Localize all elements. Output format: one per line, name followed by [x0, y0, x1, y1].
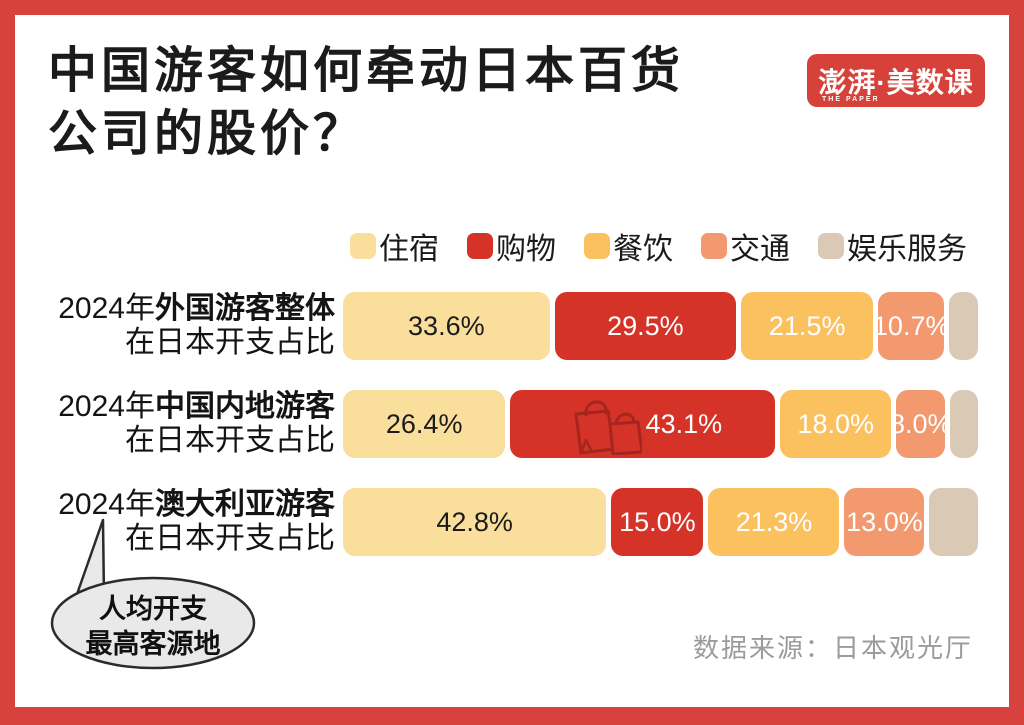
stacked-bar-australia: 42.8% 15.0% 21.3% 13.0% — [343, 488, 978, 556]
row-label-group: 外国游客整体 — [155, 292, 335, 325]
row-label-australia: 2024年澳大利亚游客 在日本开支占比 — [40, 488, 335, 556]
legend-item-shopping: 购物 — [467, 224, 556, 268]
row-label-year: 2024年 — [58, 488, 155, 521]
logo-text: 澎湃·美数课 — [818, 66, 974, 98]
legend-item-transport: 交通 — [701, 224, 790, 268]
bar-segment-dining: 18.0% — [780, 390, 892, 458]
row-label-year: 2024年 — [58, 390, 155, 423]
bar-segment-shopping: 29.5% — [554, 292, 737, 360]
bar-segment-accommodation: 26.4% — [343, 390, 506, 458]
row-china-mainland: 2024年中国内地游客 在日本开支占比 26.4% 43.1% 18.0% — [40, 390, 978, 458]
segment-value: 21.3% — [735, 506, 813, 537]
segment-value: 26.4% — [385, 408, 463, 439]
callout-text-line2: 最高客源地 — [86, 628, 221, 659]
bar-segment-transport: 8.0% — [890, 390, 952, 458]
legend-label-transport: 交通 — [730, 233, 790, 266]
bar-segment-transport: 10.7% — [873, 292, 949, 360]
page-title-line2: 公司的股价？ — [48, 107, 367, 161]
legend-label-dining: 餐饮 — [613, 233, 673, 266]
legend-swatch-shopping-icon — [467, 233, 493, 259]
row-australia: 2024年澳大利亚游客 在日本开支占比 42.8% 15.0% 21.3% 13… — [40, 488, 978, 556]
bar-segment-dining: 21.3% — [708, 488, 840, 556]
bar-segment-accommodation: 42.8% — [343, 488, 607, 556]
bar-segment-transport: 13.0% — [844, 488, 925, 556]
legend-swatch-transport-icon — [701, 233, 727, 259]
row-foreign-overall: 2024年外国游客整体 在日本开支占比 33.6% 29.5% 21.5% 10… — [40, 292, 978, 360]
bar-segment-entertainment — [950, 390, 978, 458]
bar-segment-shopping: 15.0% — [611, 488, 704, 556]
stacked-bar-foreign-overall: 33.6% 29.5% 21.5% 10.7% — [343, 292, 978, 360]
segment-value: 18.0% — [797, 408, 875, 439]
chart-legend: 住宿 购物 餐饮 交通 娱乐服务 — [350, 224, 967, 268]
segment-value: 13.0% — [846, 506, 923, 537]
legend-item-accommodation: 住宿 — [350, 224, 439, 268]
stacked-bar-china-mainland: 26.4% 43.1% 18.0% 8.0% — [343, 390, 978, 458]
segment-value: 43.1% — [645, 408, 723, 439]
callout-ellipse — [50, 576, 256, 670]
row-label-sub: 在日本开支占比 — [125, 424, 335, 457]
segment-value: 21.5% — [768, 310, 846, 341]
bar-segment-accommodation: 33.6% — [343, 292, 550, 360]
segment-value: 33.6% — [408, 310, 485, 341]
row-label-sub: 在日本开支占比 — [125, 522, 335, 555]
logo-subtext: THE PAPER — [822, 96, 880, 103]
row-label-china-mainland: 2024年中国内地游客 在日本开支占比 — [40, 390, 335, 458]
page-title: 中国游客如何牵动日本百货 公司的股价？ — [48, 40, 684, 166]
row-label-year: 2024年 — [58, 292, 155, 325]
row-label-group: 中国内地游客 — [155, 390, 335, 423]
data-source: 数据来源：日本观光厅 — [692, 633, 973, 663]
bar-segment-entertainment — [929, 488, 978, 556]
segment-value: 42.8% — [436, 506, 513, 537]
row-label-foreign-overall: 2024年外国游客整体 在日本开支占比 — [40, 292, 335, 360]
legend-swatch-dining-icon — [584, 233, 610, 259]
segment-value: 10.7% — [872, 310, 950, 341]
legend-item-entertainment: 娱乐服务 — [818, 224, 967, 268]
logo: 澎湃·美数课 THE PAPER — [807, 54, 985, 107]
legend-item-dining: 餐饮 — [584, 224, 673, 268]
legend-swatch-accommodation-icon — [350, 233, 376, 259]
segment-value: 29.5% — [607, 310, 684, 341]
row-label-group: 澳大利亚游客 — [155, 488, 335, 521]
bar-segment-dining: 21.5% — [741, 292, 874, 360]
bar-segment-shopping: 43.1% — [510, 390, 776, 458]
segment-value: 8.0% — [889, 408, 952, 439]
legend-label-entertainment: 娱乐服务 — [847, 233, 967, 266]
row-label-sub: 在日本开支占比 — [125, 326, 335, 359]
legend-label-accommodation: 住宿 — [379, 233, 439, 266]
legend-swatch-entertainment-icon — [818, 233, 844, 259]
segment-value: 15.0% — [619, 506, 696, 537]
callout-text-line1: 人均开支 — [99, 594, 207, 624]
page-title-line1: 中国游客如何牵动日本百货 — [48, 44, 685, 98]
shopping-bags-icon — [574, 400, 642, 455]
legend-label-shopping: 购物 — [496, 233, 556, 266]
bar-segment-entertainment — [949, 292, 978, 360]
